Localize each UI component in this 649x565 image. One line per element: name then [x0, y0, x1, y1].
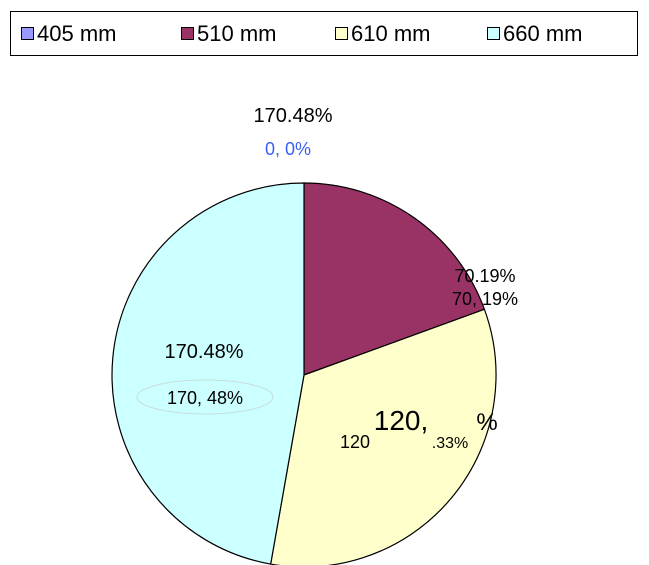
chart-legend: 405 mm 510 mm 610 mm 660 mm: [10, 11, 638, 56]
legend-item-510: 510 mm: [181, 12, 276, 55]
legend-item-660: 660 mm: [487, 12, 582, 55]
data-label-660-highlight: [136, 379, 274, 415]
data-label-610-part-3: %: [476, 409, 497, 436]
data-label-405-percent: 170.48%: [254, 105, 333, 127]
legend-swatch-510: [181, 27, 194, 40]
pie-slices: [111, 182, 497, 565]
legend-swatch-405: [21, 27, 34, 40]
pie-slice-510-mm: [303, 182, 486, 376]
legend-item-405: 405 mm: [21, 12, 116, 55]
data-label-510-value: 70, 19%: [452, 289, 518, 309]
legend-label-610: 610 mm: [351, 20, 431, 46]
data-label-610-part-2: 120,: [374, 405, 429, 436]
data-label-405-value: 0, 0%: [265, 139, 311, 159]
legend-item-610: 610 mm: [335, 12, 430, 55]
pie-slice-610-mm: [269, 308, 497, 565]
data-label-610-part-1: 120: [340, 432, 370, 452]
pie-slice-660-mm: [111, 182, 305, 565]
data-label-510-percent: 70.19%: [454, 266, 515, 286]
data-label-660-percent: 170.48%: [165, 341, 244, 363]
legend-label-510: 510 mm: [197, 20, 277, 46]
legend-swatch-610: [335, 27, 348, 40]
legend-label-660: 660 mm: [503, 20, 583, 46]
legend-swatch-660: [487, 27, 500, 40]
legend-label-405: 405 mm: [37, 20, 117, 46]
data-label-610-part-4: .33%: [432, 435, 468, 452]
data-label-660-value: 170, 48%: [167, 388, 243, 408]
